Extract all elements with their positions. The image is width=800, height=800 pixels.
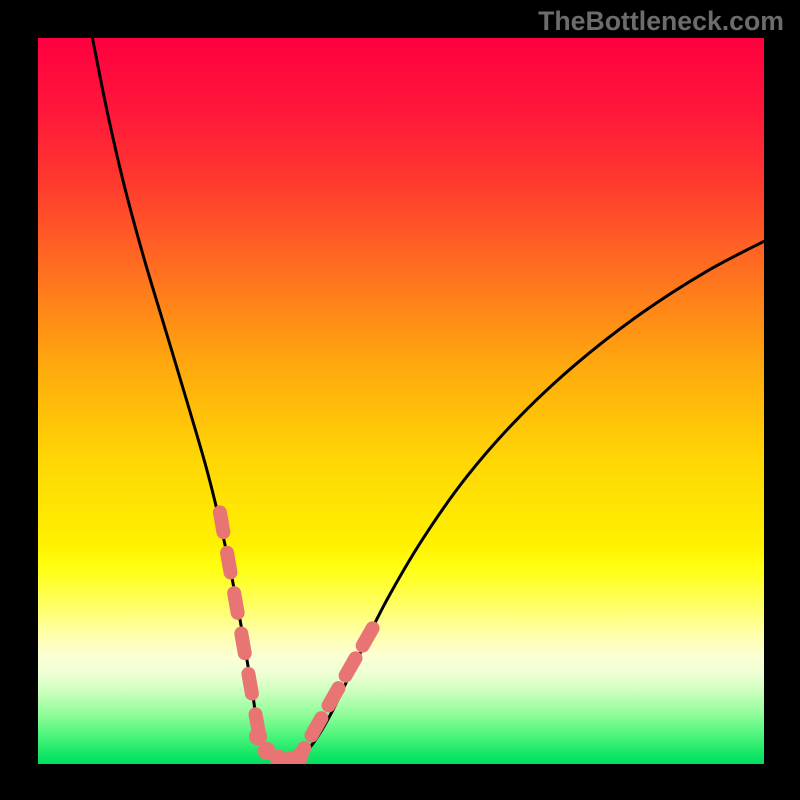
plot-svg <box>38 38 764 764</box>
plot-area <box>38 38 764 764</box>
stage: TheBottleneck.com <box>0 0 800 800</box>
watermark-text: TheBottleneck.com <box>538 6 784 37</box>
gradient-background <box>38 38 764 764</box>
